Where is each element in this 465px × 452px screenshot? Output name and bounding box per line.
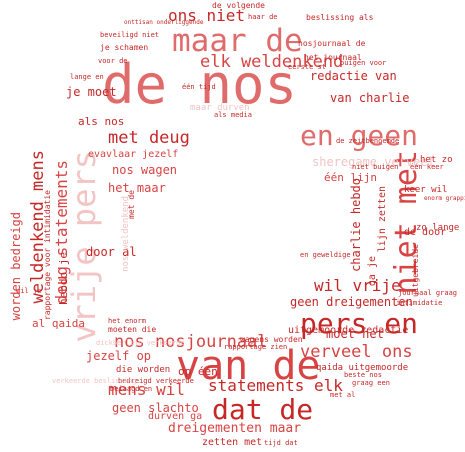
word-enorm-grappig: enorm grappig [424, 195, 465, 202]
word-sheregame-verveel: sheregame verveel [312, 155, 435, 169]
word-dat-de: dat de [212, 393, 314, 426]
word-een-keer: één keer [410, 163, 444, 171]
word-beslissing-als: beslissing als [306, 13, 374, 22]
word-elk-weldenkend: elk weldenkend [200, 52, 344, 72]
word-journaal-graag: journaal graag [398, 289, 458, 297]
word-zetten-met: zetten met [202, 437, 263, 448]
word-zo-lange: zo lange [416, 223, 460, 233]
word-qaida-uitgemoorde: qaida uitgemoorde [316, 363, 409, 373]
word-al-qaida: al qaida [32, 317, 85, 330]
word-nos-wagen: nos wagen [112, 163, 178, 177]
word-moeten-die: moeten die [108, 325, 157, 334]
word-redactie-van: redactie van [310, 69, 397, 83]
word-van-charlie: van charlie [330, 91, 410, 105]
word-buigen-voor: buigen voor [340, 59, 387, 67]
word-en-geweldige: en geweldige [300, 251, 351, 259]
word-maar-de: maar de [172, 23, 303, 59]
word-lange-en: lange en [70, 73, 104, 81]
word-graag-een: graag een [352, 379, 390, 387]
word-wil-vrije: wil vrije [314, 276, 401, 295]
word-beiaagd-en: beiaagd en [110, 385, 153, 393]
word-dreigementen-maar: dreigementen maar [168, 421, 302, 436]
word-een-lijn: één lijn [324, 171, 377, 184]
word-charlie-hebdo: charlie hebdo [349, 178, 363, 272]
word-als-nos: als nos [78, 115, 125, 128]
word-verkeerde-beslissing: verkeerde beslissing [52, 377, 137, 385]
word-dickberlijn-verkeerde: dickberlijn verkeerde [96, 339, 185, 347]
word-hebdo-je: hebdo je [57, 252, 70, 305]
word-wil-je: wil je [16, 287, 42, 295]
word-door-al: door al [86, 245, 137, 259]
word-en-geen: en geen [300, 119, 419, 152]
word-de-zeitbenoemde: de zeitbenoemde [336, 137, 400, 145]
word-uitgemoorde-redactie: uitgemoorde redactie [288, 325, 409, 336]
word-jezelf-op: jezelf op [86, 349, 152, 363]
word-een-tijd: één tijd [182, 83, 216, 91]
word-mens-wil: mens wil [108, 380, 186, 399]
word-niet-buigen: niet buigen [352, 163, 399, 171]
word-met-deug: met deug [108, 128, 190, 148]
word-rapportage-zien: rapportage zien [224, 343, 288, 351]
word-lijn-zetten: lijn zetten [377, 186, 388, 253]
word-eerste-st: eerste st [288, 63, 326, 71]
word-je-schamen: je schamen [100, 43, 149, 52]
word-pers-en: pers en [300, 307, 419, 340]
word-rapportage-voor-intimidatie: rapportage voor intimidatie [43, 190, 52, 321]
word-de-nos: de nos [102, 53, 298, 116]
word-moet-het: moet het [326, 327, 384, 341]
word-op-een: op één [178, 365, 218, 378]
word-het-journaal: het journaal [304, 53, 362, 62]
word-je-moet: je moet [66, 85, 117, 99]
word-met-de: met de [127, 190, 136, 219]
word-keer-wil: keer wil [404, 185, 448, 195]
word-het-zo: het zo [420, 155, 453, 165]
word-het-enorm: het enorm [108, 317, 146, 325]
word-geen-slachto: geen slachto [112, 401, 199, 415]
word-die-worden: die worden [116, 365, 171, 375]
word-nosjournaal-de: nosjournaal de [298, 39, 366, 48]
word-tijd-dat: tijd dat [264, 439, 298, 447]
word-haar-de: haar de [248, 13, 278, 21]
word-beveiligd-niet: beveiligd niet [100, 31, 160, 39]
word-ga-je: ga je [367, 256, 378, 287]
word-durven-ga: durven ga [148, 411, 203, 422]
word-het-maar: het maar [108, 181, 166, 195]
word-van-de: van de [176, 343, 321, 389]
word-de-door: de door [404, 227, 447, 238]
word-de-volgende: de volgende [212, 1, 265, 10]
word-geen-dreigementen: geen dreigementen [290, 295, 413, 309]
word-nos-nosjournaal: nos nosjournaal [114, 332, 268, 352]
word-met-al: met al [330, 391, 356, 399]
word-verveel-ons: verveel ons [300, 342, 413, 362]
word-worden-bedreigd: worden bedreigd [9, 212, 23, 321]
word-statements-elk: statements elk [208, 376, 343, 395]
word-ons-niet: ons niet [168, 6, 246, 25]
word-als-media: als media [214, 111, 252, 119]
word-wagens-worden: wagens worden [240, 335, 303, 344]
word-maar-durven: maar durven [190, 103, 250, 113]
word-voor-de: voor de [98, 57, 128, 65]
word-beste-nos: beste nos [344, 371, 382, 379]
word-onttisan-onderliggende: onttisan onderliggende [124, 19, 204, 26]
word-evavlaar-jezelf: evavlaar jezelf [88, 149, 179, 160]
word-bedreigd-verkeerde: bedreigd verkeerde [118, 377, 194, 385]
word-intimidatie: intimidatie [396, 299, 443, 307]
